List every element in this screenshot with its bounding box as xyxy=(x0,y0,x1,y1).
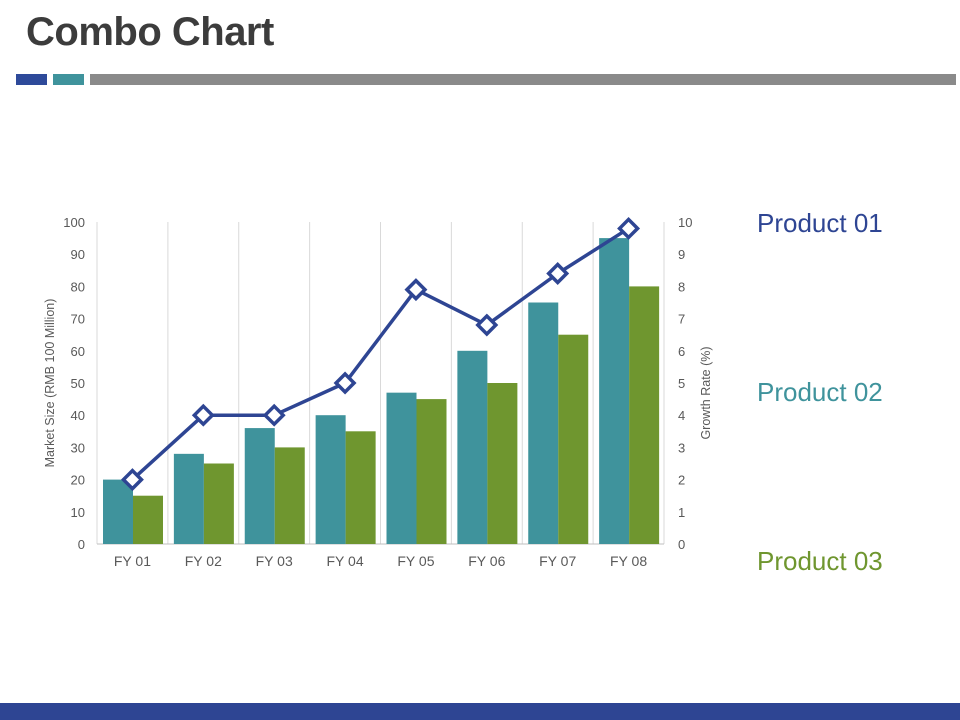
bar-product-03 xyxy=(274,447,305,544)
x-tick-label: FY 06 xyxy=(468,553,505,569)
header-rule xyxy=(90,74,956,85)
x-tick-label: FY 05 xyxy=(397,553,434,569)
bar-product-03 xyxy=(133,495,163,544)
x-tick-label: FY 02 xyxy=(185,553,222,569)
y-tick-label: 20 xyxy=(71,473,85,488)
y2-tick-label: 9 xyxy=(678,247,685,262)
bar-product-03 xyxy=(629,286,660,544)
y2-tick-label: 1 xyxy=(678,505,685,520)
page-title: Combo Chart xyxy=(26,10,274,54)
x-tick-label: FY 08 xyxy=(610,553,647,569)
y-tick-label: 10 xyxy=(71,505,85,520)
y2-tick-label: 4 xyxy=(678,408,685,423)
bar-product-03 xyxy=(345,431,376,544)
y2-tick-label: 7 xyxy=(678,312,685,327)
bar-product-02 xyxy=(386,392,417,544)
bar-product-02 xyxy=(457,350,488,544)
line-marker xyxy=(333,371,357,395)
y-tick-label: 40 xyxy=(71,408,85,423)
y2-axis-title: Growth Rate (%) xyxy=(699,346,713,439)
bar-product-02 xyxy=(315,415,346,544)
line-marker xyxy=(404,278,428,302)
line-marker xyxy=(191,403,215,427)
legend-product-01: Product 01 xyxy=(757,208,883,238)
y-tick-label: 90 xyxy=(71,247,85,262)
x-tick-label: FY 07 xyxy=(539,553,576,569)
line-marker xyxy=(546,262,570,285)
x-tick-label: FY 04 xyxy=(327,553,364,569)
bar-product-02 xyxy=(528,302,559,544)
y2-tick-label: 6 xyxy=(678,344,685,359)
legend-product-03: Product 03 xyxy=(757,546,883,576)
line-marker xyxy=(475,313,499,337)
header-accent-bar-1 xyxy=(16,74,47,85)
y2-tick-label: 5 xyxy=(678,376,685,391)
header-accent-bar-2 xyxy=(53,74,84,85)
y-tick-label: 80 xyxy=(71,279,85,294)
bar-product-03 xyxy=(416,399,447,544)
y2-tick-label: 2 xyxy=(678,473,685,488)
bar-product-02 xyxy=(244,428,275,544)
y-tick-label: 100 xyxy=(63,215,85,230)
y-axis-title: Market Size (RMB 100 Million) xyxy=(43,299,57,468)
y-tick-label: 30 xyxy=(71,440,85,455)
bar-product-02 xyxy=(173,453,204,544)
bar-product-03 xyxy=(558,334,589,544)
bar-product-02 xyxy=(599,238,630,544)
y-tick-label: 50 xyxy=(71,376,85,391)
line-marker xyxy=(120,468,144,492)
y2-tick-label: 8 xyxy=(678,279,685,294)
line-marker xyxy=(262,403,286,427)
bar-product-03 xyxy=(203,463,234,544)
bar-product-03 xyxy=(487,383,518,544)
legend-product-02: Product 02 xyxy=(757,377,883,407)
bar-product-02 xyxy=(103,479,133,544)
y-tick-label: 60 xyxy=(71,344,85,359)
y-tick-label: 0 xyxy=(78,537,85,552)
y2-tick-label: 0 xyxy=(678,537,685,552)
y2-tick-label: 3 xyxy=(678,440,685,455)
line-marker xyxy=(617,216,641,240)
line-product-01 xyxy=(131,226,630,481)
x-tick-label: FY 01 xyxy=(114,553,151,569)
footer-band xyxy=(0,703,960,720)
y-tick-label: 70 xyxy=(71,312,85,327)
y2-tick-label: 10 xyxy=(678,215,692,230)
x-tick-label: FY 03 xyxy=(256,553,293,569)
